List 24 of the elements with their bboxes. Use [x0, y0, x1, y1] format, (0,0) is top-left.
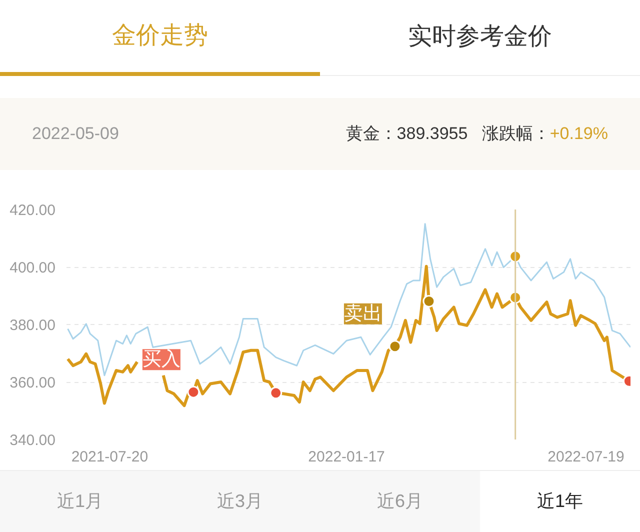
point — [422, 294, 436, 308]
x-tick-label: 2021-07-20 — [71, 448, 148, 466]
text: 近1月 — [56, 490, 103, 513]
line-series — [67, 223, 630, 376]
text: 实时参考金价 — [408, 22, 552, 52]
y-tick-label: 400.00 — [10, 260, 56, 276]
text: 近1年 — [536, 490, 583, 513]
text: 近6月 — [376, 490, 423, 513]
point — [388, 340, 402, 353]
point — [270, 386, 282, 400]
text: 黄金：389.3955 涨跌幅： — [346, 124, 550, 143]
annotation: 卖出 — [344, 303, 382, 324]
annotation: 买入 — [142, 349, 180, 370]
y-tick-label: 420.00 — [10, 202, 56, 219]
y-tick-label: 340.00 — [10, 432, 56, 449]
chart-title: 金价走势 — [112, 20, 208, 51]
point — [187, 386, 200, 398]
y-tick-label: 380.00 — [10, 317, 56, 334]
text: +0.19% — [550, 124, 608, 143]
text: 2022-05-09 — [32, 122, 119, 145]
x-tick-label: 2022-01-17 — [308, 448, 385, 466]
y-tick-label: 360.00 — [10, 374, 56, 392]
x-tick-label: 2022-07-19 — [548, 448, 624, 466]
text: 近3月 — [216, 490, 263, 513]
